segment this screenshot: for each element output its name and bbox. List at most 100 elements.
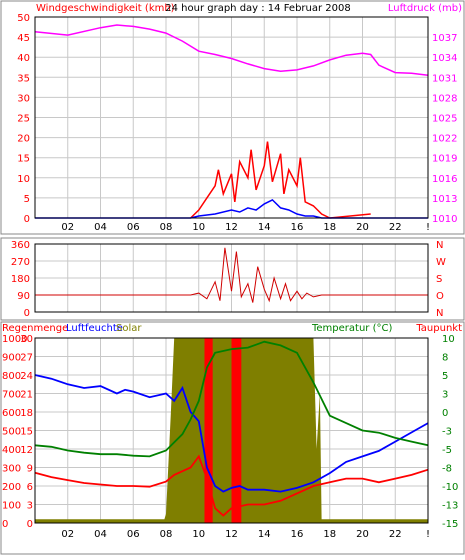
y-left-tick-label: 25: [17, 114, 30, 125]
x-tick-label: 18: [323, 529, 336, 540]
y-right-tick-label: W: [436, 257, 446, 268]
rain-bar: [232, 338, 242, 523]
x-tick-label: 10: [192, 529, 205, 540]
temperature-axis-title: Temperatur (°C): [311, 323, 392, 334]
x-tick-label: 12: [225, 222, 238, 233]
y-right-tick-label: 8: [442, 353, 448, 364]
y-right-tick-label: 10: [442, 334, 455, 345]
y-tick-humidity: 30: [20, 334, 33, 345]
left-axis-title: Windgeschwindigkeit (kmh): [36, 3, 175, 14]
y-right-tick-label: S: [436, 274, 442, 285]
x-tick-label: 20: [356, 529, 369, 540]
panel-border: [1, 238, 464, 320]
y-left-tick-label: 180: [11, 274, 30, 285]
x-tick-label: 08: [160, 529, 173, 540]
x-tick-label: 22: [389, 529, 402, 540]
y-left-tick-label: 270: [11, 257, 30, 268]
y-right-tick-label: 3: [442, 390, 448, 401]
y-tick-rain: 800: [2, 371, 21, 382]
humidity-axis-title: Luftfeuchte: [66, 323, 123, 334]
y-tick-humidity: 27: [20, 353, 33, 364]
y-right-tick-label: 1019: [432, 154, 457, 165]
y-right-tick-label: 1025: [432, 114, 457, 125]
y-left-tick-label: 50: [17, 13, 30, 24]
y-tick-humidity: 0: [27, 519, 33, 530]
y-tick-humidity: 15: [20, 427, 33, 438]
y-left-tick-label: 40: [17, 53, 30, 64]
x-tick-label: 02: [61, 529, 74, 540]
x-tick-label: 16: [291, 529, 304, 540]
y-tick-humidity: 21: [20, 390, 33, 401]
x-tick-label: 14: [258, 222, 271, 233]
y-tick-humidity: 6: [27, 482, 33, 493]
y-left-tick-label: 0: [24, 308, 30, 319]
x-tick-label: !: [426, 222, 430, 233]
y-left-tick-label: 0: [24, 214, 30, 225]
y-right-tick-label: -13: [442, 501, 458, 512]
y-tick-humidity: 9: [27, 464, 33, 475]
x-tick-label: 02: [61, 222, 74, 233]
y-left-tick-label: 360: [11, 240, 30, 251]
y-tick-rain: 0: [2, 519, 8, 530]
y-left-tick-label: 20: [17, 134, 30, 145]
y-right-tick-label: -10: [442, 482, 458, 493]
y-right-tick-label: -15: [442, 519, 458, 530]
x-tick-label: 04: [94, 529, 107, 540]
y-right-tick-label: -5: [442, 445, 452, 456]
y-right-tick-label: -8: [442, 464, 452, 475]
x-tick-label: 22: [389, 222, 402, 233]
y-left-tick-label: 35: [17, 73, 30, 84]
solar-axis-title: Solar: [116, 323, 142, 334]
y-left-tick-label: 45: [17, 33, 30, 44]
y-tick-rain: 500: [2, 427, 21, 438]
y-right-tick-label: 1010: [432, 214, 457, 225]
chart-title: 24 hour graph day : 14 Februar 2008: [165, 3, 350, 14]
x-tick-label: 20: [356, 222, 369, 233]
y-tick-humidity: 18: [20, 408, 33, 419]
x-tick-label: 10: [192, 222, 205, 233]
y-right-tick-label: 1016: [432, 174, 457, 185]
y-tick-rain: 100: [2, 501, 21, 512]
y-right-tick-label: 1037: [432, 33, 457, 44]
y-tick-rain: 700: [2, 390, 21, 401]
wind-pressure-panel: 5045403530252015105010371034103110281025…: [1, 1, 464, 234]
y-right-tick-label: 1022: [432, 134, 457, 145]
rain-axis-title: Regenmenge: [2, 323, 68, 334]
y-left-tick-label: 10: [17, 174, 30, 185]
x-tick-label: 16: [291, 222, 304, 233]
y-left-tick-label: 5: [24, 194, 30, 205]
y-tick-humidity: 12: [20, 445, 33, 456]
y-right-tick-label: 1034: [432, 53, 457, 64]
y-right-tick-label: O: [436, 291, 444, 302]
x-tick-label: 14: [258, 529, 271, 540]
y-right-tick-label: N: [436, 240, 443, 251]
x-tick-label: 04: [94, 222, 107, 233]
y-tick-rain: 200: [2, 482, 21, 493]
dewpoint-axis-title: Taupunkt: [415, 323, 462, 334]
y-tick-humidity: 3: [27, 501, 33, 512]
y-right-tick-label: 5: [442, 371, 448, 382]
y-left-tick-label: 90: [17, 291, 30, 302]
y-tick-rain: 300: [2, 464, 21, 475]
x-tick-label: 12: [225, 529, 238, 540]
y-tick-humidity: 24: [20, 371, 33, 382]
y-right-tick-label: 1028: [432, 93, 457, 104]
x-tick-label: 06: [127, 222, 140, 233]
y-right-tick-label: N: [436, 308, 443, 319]
y-left-tick-label: 30: [17, 93, 30, 104]
y-tick-rain: 400: [2, 445, 21, 456]
y-left-tick-label: 15: [17, 154, 30, 165]
y-tick-rain: 600: [2, 408, 21, 419]
x-tick-label: 08: [160, 222, 173, 233]
wind-speed-line: [191, 142, 371, 218]
y-right-tick-label: 1031: [432, 73, 457, 84]
y-tick-rain: 900: [2, 353, 21, 364]
y-right-tick-label: -3: [442, 427, 452, 438]
y-right-tick-label: 0: [442, 408, 448, 419]
x-tick-label: !: [426, 529, 430, 540]
x-tick-label: 18: [323, 222, 336, 233]
y-right-tick-label: 1013: [432, 194, 457, 205]
